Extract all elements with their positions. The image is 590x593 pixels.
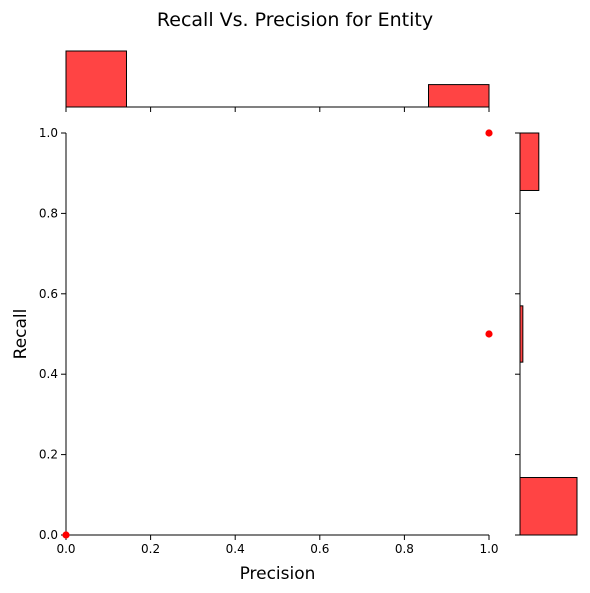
scatter-point bbox=[485, 129, 493, 137]
scatter-points bbox=[62, 129, 493, 539]
x-ticks: 0.0 0.2 0.4 0.6 0.8 1.0 bbox=[56, 535, 499, 556]
y-ticks: 0.0 0.2 0.4 0.6 0.8 1.0 bbox=[39, 126, 66, 542]
right-marginal-histogram bbox=[515, 132, 578, 536]
y-tick-label: 0.4 bbox=[39, 367, 58, 381]
scatter-point bbox=[62, 531, 70, 539]
y-axis-label: Recall bbox=[11, 309, 31, 360]
y-tick-label: 0.6 bbox=[39, 287, 58, 301]
x-tick-label: 0.6 bbox=[310, 542, 329, 556]
x-tick-label: 0.2 bbox=[141, 542, 160, 556]
y-tick-label: 0.0 bbox=[39, 528, 58, 542]
right-hist-bar bbox=[519, 305, 524, 363]
y-tick-label: 0.2 bbox=[39, 448, 58, 462]
x-tick-label: 0.0 bbox=[56, 542, 75, 556]
scatter-point bbox=[485, 330, 493, 338]
top-hist-bar bbox=[65, 50, 127, 108]
x-tick-label: 0.8 bbox=[395, 542, 414, 556]
x-tick-label: 1.0 bbox=[479, 542, 498, 556]
x-tick-label: 0.4 bbox=[226, 542, 245, 556]
right-hist-bar bbox=[519, 477, 578, 536]
right-hist-bar bbox=[519, 132, 540, 191]
top-hist-bar bbox=[428, 84, 490, 108]
y-tick-label: 0.8 bbox=[39, 206, 58, 220]
main-scatter-axes: 0.0 0.2 0.4 0.6 0.8 1.0 0.0 0.2 0.4 0.6 0.8 1.0 bbox=[39, 126, 499, 556]
top-marginal-histogram bbox=[65, 50, 490, 112]
chart-title: Recall Vs. Precision for Entity bbox=[157, 9, 433, 31]
y-tick-label: 1.0 bbox=[39, 126, 58, 140]
x-axis-label: Precision bbox=[240, 564, 316, 584]
